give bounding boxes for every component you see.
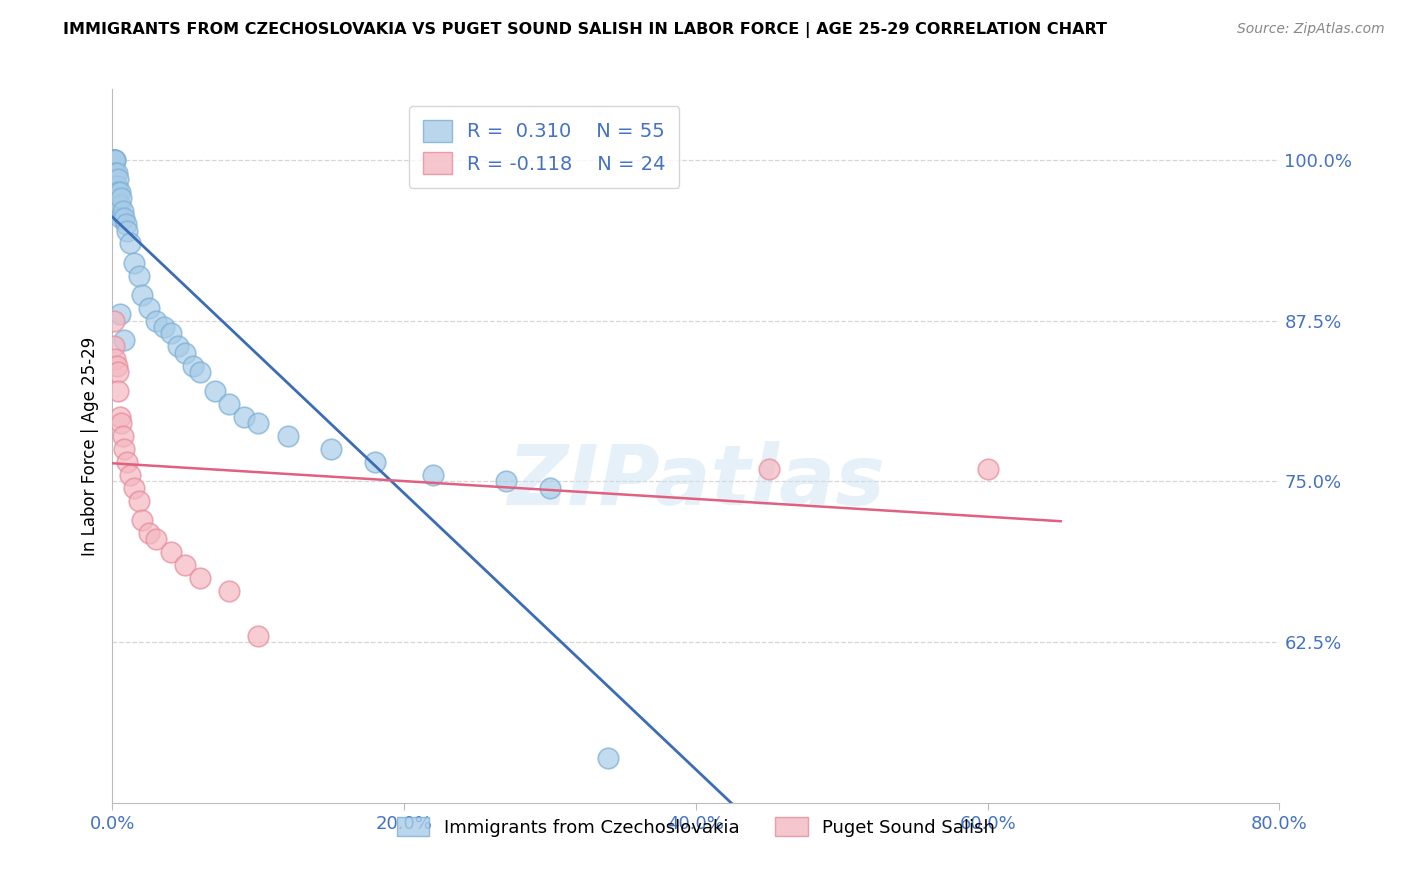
Point [103,192,125,206]
Point [103,153,125,167]
Point [111,204,134,219]
Point [103,153,125,167]
Point [103,153,125,167]
Point [131,288,153,302]
Point [160,545,183,559]
Point [276,429,298,443]
Point [105,359,128,373]
Point [103,192,125,206]
Point [103,166,125,180]
Point [364,455,387,469]
Point [105,166,128,180]
Point [118,467,141,482]
Point [108,185,131,199]
Point [188,365,211,379]
Text: IMMIGRANTS FROM CZECHOSLOVAKIA VS PUGET SOUND SALISH IN LABOR FORCE | AGE 25-29 : IMMIGRANTS FROM CZECHOSLOVAKIA VS PUGET … [63,22,1108,38]
Point [115,455,138,469]
Point [128,493,150,508]
Point [108,198,131,212]
Point [104,153,127,167]
Point [103,153,125,167]
Point [112,442,135,457]
Point [104,178,127,193]
Point [105,204,128,219]
Point [104,166,127,180]
Point [118,236,141,251]
Text: Source: ZipAtlas.com: Source: ZipAtlas.com [1237,22,1385,37]
Point [110,192,132,206]
Y-axis label: In Labor Force | Age 25-29: In Labor Force | Age 25-29 [80,336,98,556]
Point [188,571,211,585]
Point [103,313,125,327]
Point [107,204,129,219]
Point [181,359,204,373]
Legend: Immigrants from Czechoslovakia, Puget Sound Salish: Immigrants from Czechoslovakia, Puget So… [389,810,1002,844]
Point [104,192,127,206]
Point [131,513,153,527]
Text: ZIPatlas: ZIPatlas [508,442,884,522]
Point [103,153,125,167]
Point [758,461,780,475]
Point [247,629,270,643]
Point [174,345,197,359]
Point [110,417,132,431]
Point [103,178,125,193]
Point [128,268,150,283]
Point [114,217,136,231]
Point [108,410,131,425]
Point [538,481,561,495]
Point [247,417,270,431]
Point [145,313,167,327]
Point [104,153,127,167]
Point [232,410,254,425]
Point [112,211,135,225]
Point [107,185,129,199]
Point [111,429,134,443]
Point [112,333,135,347]
Point [422,467,444,482]
Point [976,461,998,475]
Point [218,583,240,598]
Point [160,326,183,341]
Point [138,301,160,315]
Point [321,442,343,457]
Point [104,352,127,367]
Point [138,525,160,540]
Point [495,475,517,489]
Point [105,178,128,193]
Point [152,320,174,334]
Point [204,384,226,399]
Point [107,384,129,399]
Point [110,211,132,225]
Point [107,172,129,186]
Point [108,307,131,321]
Point [115,224,138,238]
Point [145,533,167,547]
Point [167,339,190,353]
Point [124,256,146,270]
Point [105,192,128,206]
Point [174,558,197,572]
Point [103,339,125,353]
Point [218,397,240,411]
Point [107,365,129,379]
Point [124,481,146,495]
Point [598,751,620,765]
Point [103,178,125,193]
